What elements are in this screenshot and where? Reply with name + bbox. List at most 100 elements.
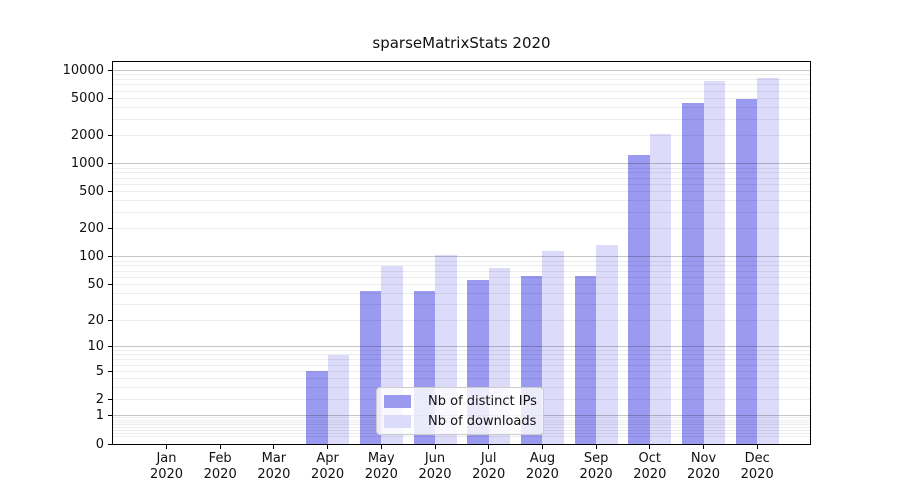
gridline-minor [113,135,810,137]
gridline-minor [113,118,810,120]
y-tick [108,415,112,417]
y-tick [108,284,112,285]
gridline-major [113,346,810,348]
x-tick [595,445,597,449]
x-tick-label: Jan 2020 [149,451,184,482]
x-tick [703,445,704,449]
gridline-minor [113,284,810,285]
gridline-minor [113,270,810,272]
x-tick [434,445,436,449]
y-tick-label: 10000 [62,62,104,78]
y-tick [108,228,112,230]
y-tick-label: 1 [95,408,104,424]
gridline-minor [113,98,810,99]
x-tick [380,445,382,449]
y-tick-label: 100 [79,249,104,265]
legend-entry-downloads: Nb of downloads [384,413,537,430]
gridline-minor [113,107,810,109]
y-tick-label: 5000 [70,91,104,106]
gridline-minor [113,265,810,267]
bar-downloads [703,80,725,444]
gridline-minor [113,260,810,262]
y-tick [108,398,112,400]
gridline-minor [113,78,810,80]
legend-swatch-distinct-ips [384,394,411,408]
gridline-minor [113,212,810,213]
gridline-minor [113,304,810,306]
x-tick [488,445,490,449]
y-tick [108,69,112,71]
bar-distinct-ips [306,371,328,444]
x-tick-label: Jun 2020 [418,451,452,482]
y-tick-label: 20 [87,313,104,328]
y-tick-label: 10 [87,339,104,355]
legend-swatch-downloads [384,414,411,428]
y-tick-label: 5 [95,363,104,379]
x-tick [327,445,329,449]
y-tick [108,135,112,137]
gridline-minor [113,74,810,76]
gridline-minor [113,183,810,185]
x-tick [649,445,651,449]
gridline-minor [113,359,810,361]
gridline-major [113,256,810,258]
gridline-minor [113,167,810,169]
gridline-minor [113,84,810,86]
x-tick [756,445,758,449]
bar-distinct-ips [735,98,758,444]
y-tick-label: 2 [95,391,104,407]
gridline-minor [113,320,810,321]
x-tick [541,445,543,449]
gridline-minor [113,228,810,230]
bar-distinct-ips [682,102,704,444]
gridline-minor [113,200,810,202]
y-tick [108,320,112,321]
x-tick-label: May 2020 [364,451,398,482]
y-tick [108,346,112,348]
bar-downloads [649,134,672,444]
y-tick [108,256,112,258]
x-tick-label: Jul 2020 [472,451,506,482]
y-tick [108,370,112,372]
x-tick [219,445,221,449]
bar-downloads [757,78,779,444]
legend-entry-distinct-ips: Nb of distinct IPs [384,393,537,410]
gridline-major [113,69,810,71]
gridline-minor [113,436,810,438]
y-tick [108,443,112,445]
x-tick-label: Oct 2020 [633,451,667,482]
gridline-minor [113,350,810,352]
y-tick [108,191,112,193]
gridline-minor [113,364,810,366]
bar-distinct-ips [628,155,650,444]
y-tick-label: 2000 [70,128,104,144]
bar-distinct-ips [574,275,597,444]
y-tick-label: 200 [79,221,104,237]
gridline-minor [113,370,810,372]
legend: Nb of distinct IPs Nb of downloads [376,387,544,435]
y-tick-label: 0 [95,436,104,452]
y-tick [108,98,112,99]
chart-title: sparseMatrixStats 2020 [372,34,551,52]
gridline-minor [113,276,810,278]
x-tick-label: Aug 2020 [525,451,559,482]
legend-label-distinct-ips: Nb of distinct IPs [428,393,537,409]
x-tick-label: Nov 2020 [686,451,721,482]
gridline-minor [113,172,810,174]
y-tick [108,163,112,165]
bar-downloads [542,251,564,444]
x-tick [273,445,275,449]
gridline-minor [113,354,810,356]
gridline-minor [113,90,810,92]
x-tick-label: Dec 2020 [740,451,774,482]
x-tick-label: Apr 2020 [311,451,345,482]
x-tick-label: Mar 2020 [257,451,291,482]
gridline-major [113,163,810,165]
bar-downloads [327,354,350,444]
bar-distinct-ips [359,290,382,444]
y-tick-label: 1000 [70,156,104,172]
y-tick-label: 50 [87,277,104,292]
gridline-minor [113,378,810,380]
legend-label-downloads: Nb of downloads [428,413,537,429]
